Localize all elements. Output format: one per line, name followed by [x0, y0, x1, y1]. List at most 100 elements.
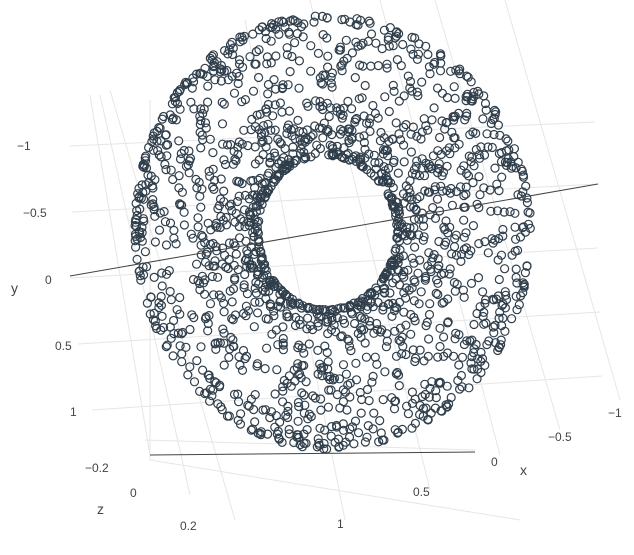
scatter-point[interactable]: [466, 278, 477, 288]
scatter-point[interactable]: [490, 105, 500, 116]
scatter-point[interactable]: [297, 343, 307, 353]
scatter-point[interactable]: [494, 313, 504, 323]
scatter-point[interactable]: [278, 288, 288, 298]
scatter-point[interactable]: [295, 135, 305, 145]
scatter-point[interactable]: [212, 222, 222, 232]
scatter-point[interactable]: [405, 188, 415, 198]
scatter-point[interactable]: [357, 394, 367, 405]
scatter-point[interactable]: [375, 416, 385, 426]
scatter-point[interactable]: [276, 302, 286, 312]
scatter-point[interactable]: [201, 123, 211, 133]
scatter-point[interactable]: [323, 402, 333, 412]
scatter-point[interactable]: [283, 80, 293, 90]
scatter-point[interactable]: [234, 191, 244, 201]
scatter-point[interactable]: [167, 99, 177, 109]
scatter-point[interactable]: [329, 373, 340, 383]
scatter-point[interactable]: [141, 180, 151, 190]
scatter-point[interactable]: [479, 183, 489, 193]
scatter-point[interactable]: [332, 313, 342, 323]
scatter-point[interactable]: [409, 296, 419, 306]
scatter-point[interactable]: [466, 358, 476, 368]
scatter-point[interactable]: [191, 174, 201, 184]
scatter-point[interactable]: [166, 333, 176, 343]
scatter-point[interactable]: [451, 328, 461, 338]
scatter-point[interactable]: [154, 225, 165, 235]
scatter-point[interactable]: [372, 359, 382, 369]
scatter-point[interactable]: [495, 307, 505, 317]
scatter-point[interactable]: [323, 51, 333, 61]
scatter-point[interactable]: [337, 152, 347, 162]
scatter-point[interactable]: [269, 311, 279, 321]
scatter-point[interactable]: [337, 15, 347, 25]
scatter-point[interactable]: [339, 56, 349, 66]
scatter-point[interactable]: [192, 356, 202, 366]
scatter-point[interactable]: [382, 329, 392, 339]
scatter-point[interactable]: [306, 41, 316, 51]
scatter-point[interactable]: [188, 274, 199, 285]
scatter-point[interactable]: [277, 16, 287, 26]
scatter-point[interactable]: [323, 357, 333, 367]
scatter-point[interactable]: [489, 129, 499, 140]
scatter-point[interactable]: [427, 257, 437, 267]
scatter-point[interactable]: [232, 196, 242, 207]
scatter-point[interactable]: [428, 203, 438, 213]
scatter-point[interactable]: [220, 45, 230, 56]
scatter-point[interactable]: [278, 80, 288, 90]
scatter-point[interactable]: [208, 148, 218, 158]
scatter-point[interactable]: [206, 225, 216, 235]
scatter-point[interactable]: [433, 289, 443, 300]
scatter-point[interactable]: [479, 150, 490, 160]
scatter-point[interactable]: [419, 356, 429, 366]
scatter-point[interactable]: [264, 286, 274, 296]
scatter-point[interactable]: [294, 340, 304, 350]
scatter-point[interactable]: [248, 202, 258, 212]
scatter-point[interactable]: [292, 432, 302, 442]
scatter-point[interactable]: [497, 172, 507, 182]
scatter-point[interactable]: [413, 268, 423, 278]
scatter-point[interactable]: [247, 260, 257, 270]
scatter-point[interactable]: [169, 92, 179, 103]
scatter-point[interactable]: [413, 90, 423, 101]
scatter-point[interactable]: [205, 373, 215, 383]
scatter-point[interactable]: [168, 113, 178, 123]
scatter-point[interactable]: [514, 300, 524, 310]
scatter-point[interactable]: [458, 285, 468, 295]
scatter-point[interactable]: [384, 106, 394, 117]
scatter-point[interactable]: [479, 319, 489, 329]
scatter-point[interactable]: [394, 202, 404, 212]
scatter-point[interactable]: [347, 48, 357, 58]
scatter-point[interactable]: [520, 268, 531, 278]
scatter-point[interactable]: [336, 332, 346, 342]
scatter-point[interactable]: [217, 97, 227, 107]
scatter-point[interactable]: [234, 397, 244, 407]
scatter-point[interactable]: [324, 150, 334, 160]
scatter-point[interactable]: [294, 315, 304, 325]
scatter-point[interactable]: [483, 142, 493, 152]
scatter-point[interactable]: [336, 61, 346, 71]
scatter-point[interactable]: [494, 342, 504, 352]
scatter-point[interactable]: [146, 292, 156, 302]
scatter-point[interactable]: [251, 247, 261, 257]
scatter-point[interactable]: [446, 392, 456, 403]
scatter-point[interactable]: [439, 268, 449, 278]
scatter-point[interactable]: [407, 32, 417, 43]
scatter-point[interactable]: [179, 207, 189, 217]
scatter-point[interactable]: [378, 284, 389, 294]
scatter-point[interactable]: [312, 140, 322, 150]
scatter-point[interactable]: [171, 239, 181, 249]
scatter-point[interactable]: [353, 328, 363, 339]
scatter-point[interactable]: [254, 72, 264, 83]
scatter-point[interactable]: [299, 360, 309, 371]
scatter-point[interactable]: [289, 365, 299, 375]
scatter-point[interactable]: [433, 83, 443, 93]
scatter-point[interactable]: [387, 311, 397, 321]
scatter-point[interactable]: [394, 381, 404, 391]
scatter-point[interactable]: [424, 248, 434, 258]
scatter-point[interactable]: [175, 292, 185, 303]
scatter-point[interactable]: [341, 35, 351, 45]
scatter-point[interactable]: [368, 100, 378, 111]
scatter-point[interactable]: [373, 60, 383, 71]
scatter-point[interactable]: [234, 221, 244, 232]
scatter-point[interactable]: [261, 142, 271, 152]
scatter-point[interactable]: [266, 36, 276, 46]
